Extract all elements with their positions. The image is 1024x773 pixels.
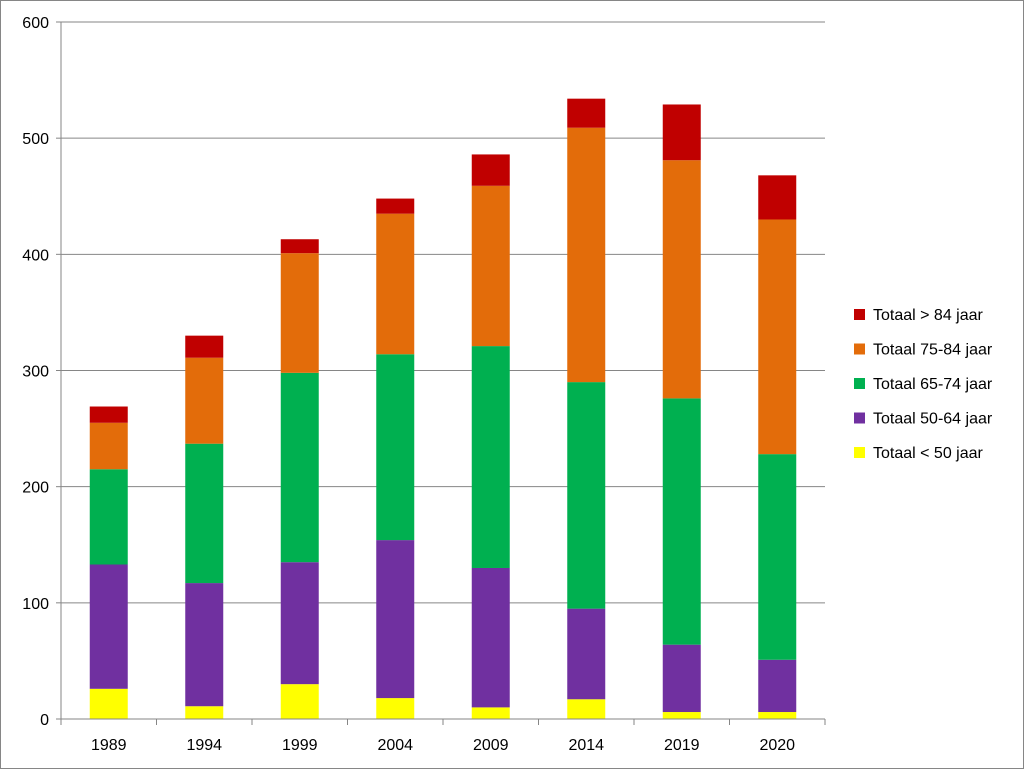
- bar-segment-2020-series-3: [758, 219, 797, 455]
- legend-swatch: [854, 309, 865, 320]
- bar-segment-2004-series-1: [376, 540, 415, 699]
- bar-segment-2020-series-4: [758, 175, 797, 220]
- legend-swatch: [854, 343, 865, 355]
- bar-segment-2009-series-4: [471, 154, 510, 186]
- legend-label: Totaal > 84 jaar: [873, 307, 984, 324]
- x-tick-label: 1989: [91, 737, 127, 754]
- x-tick-label: 2009: [473, 737, 509, 754]
- legend-swatch: [854, 412, 865, 424]
- bar-segment-2009-series-1: [471, 567, 510, 708]
- bar-segment-1989-series-3: [89, 422, 128, 470]
- bar-segment-1994-series-1: [185, 583, 224, 707]
- x-tick-label: 1994: [186, 737, 222, 754]
- axes: 0 100 200 300 400 500 600 1989 1994 1999 2004 2009 2…: [22, 15, 826, 754]
- bar-segment-1999-series-3: [280, 253, 319, 373]
- x-tick-label: 1999: [282, 737, 318, 754]
- bar-segment-1989-series-4: [89, 406, 128, 423]
- legend-label: Totaal < 50 jaar: [873, 445, 984, 462]
- bar-segment-1994-series-2: [185, 443, 224, 584]
- bar-segment-2019-series-1: [662, 644, 701, 713]
- bar-segment-1989-series-2: [89, 469, 128, 565]
- y-tick-label: 0: [40, 712, 49, 729]
- y-tick-label: 400: [22, 247, 49, 264]
- x-tick-label: 2020: [759, 737, 795, 754]
- bar-segment-2019-series-3: [662, 160, 701, 399]
- bar-segment-1999-series-4: [280, 239, 319, 254]
- bar-segment-2014-series-0: [567, 699, 606, 719]
- y-tick-label: 600: [22, 15, 49, 32]
- bar-segment-2009-series-0: [471, 707, 510, 719]
- bar-segment-1994-series-0: [185, 706, 224, 719]
- bar-segment-1989-series-1: [89, 564, 128, 689]
- bar-segment-2014-series-2: [567, 382, 606, 609]
- bar-segment-2019-series-0: [662, 712, 701, 719]
- bar-segment-2020-series-0: [758, 712, 797, 719]
- bar-segment-2004-series-4: [376, 198, 415, 214]
- y-tick-label: 100: [22, 596, 49, 613]
- gridlines: [61, 21, 825, 604]
- bar-segment-1999-series-2: [280, 372, 319, 563]
- legend-label: Totaal 75-84 jaar: [873, 342, 993, 359]
- bar-segment-2019-series-2: [662, 398, 701, 645]
- y-tick-label: 200: [22, 480, 49, 497]
- bar-segment-2014-series-4: [567, 98, 606, 128]
- bar-segment-2014-series-3: [567, 127, 606, 383]
- bar-segment-1994-series-4: [185, 335, 224, 358]
- bar-segment-1999-series-0: [280, 684, 319, 719]
- x-tick-label: 2014: [568, 737, 604, 754]
- legend: Totaal > 84 jaar Totaal 75-84 jaar Totaal …: [854, 307, 993, 462]
- bar-segment-1994-series-3: [185, 357, 224, 444]
- legend-label: Totaal 65-74 jaar: [873, 376, 993, 393]
- x-tick-label: 2019: [664, 737, 700, 754]
- bar-segment-2004-series-0: [376, 698, 415, 719]
- x-tick-label: 2004: [377, 737, 413, 754]
- bar-segment-2004-series-3: [376, 213, 415, 355]
- bar-segment-2009-series-2: [471, 346, 510, 568]
- bar-segment-2009-series-3: [471, 185, 510, 347]
- y-tick-label: 300: [22, 364, 49, 381]
- bars: [89, 98, 797, 719]
- bar-segment-1999-series-1: [280, 562, 319, 685]
- bar-segment-2020-series-2: [758, 454, 797, 660]
- legend-label: Totaal 50-64 jaar: [873, 411, 993, 428]
- bar-segment-1989-series-0: [89, 688, 128, 719]
- bar-segment-2014-series-1: [567, 608, 606, 700]
- legend-swatch: [854, 447, 865, 458]
- legend-swatch: [854, 378, 865, 389]
- bar-segment-2020-series-1: [758, 659, 797, 713]
- y-tick-label: 500: [22, 131, 49, 148]
- bar-segment-2019-series-4: [662, 104, 701, 161]
- bar-segment-2004-series-2: [376, 354, 415, 541]
